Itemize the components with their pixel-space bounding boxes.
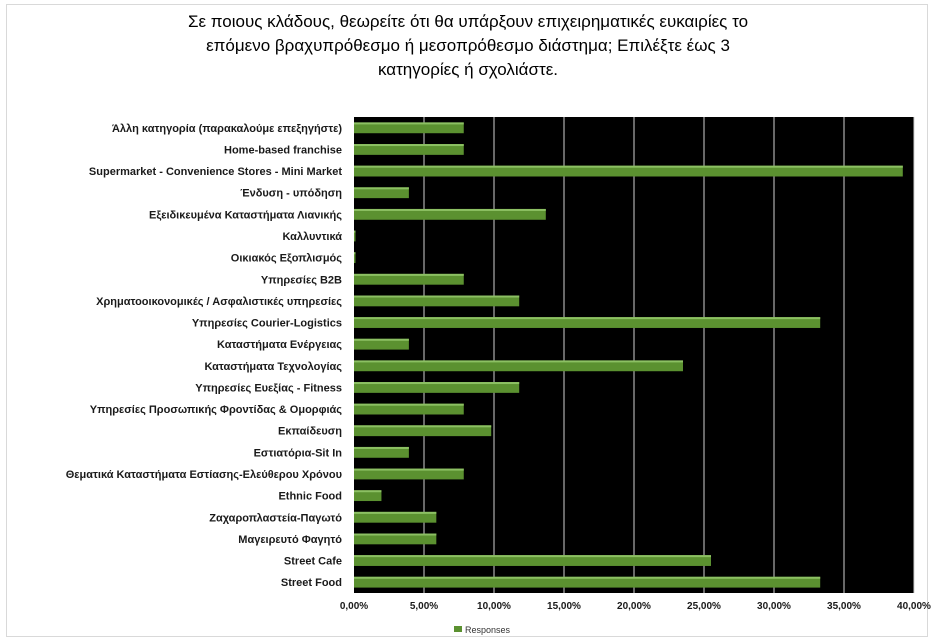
- category-label: Ζαχαροπλαστεία-Παγωτό: [209, 512, 342, 524]
- bar: [354, 446, 409, 458]
- category-label: Καταστήματα Ενέργειας: [217, 339, 342, 351]
- bar: [354, 382, 520, 393]
- x-tick-label: 15,00%: [547, 601, 581, 612]
- bar-highlight: [354, 403, 464, 406]
- bar: [354, 317, 821, 328]
- category-label: Μαγειρευτό Φαγητό: [238, 534, 342, 546]
- bar: [354, 187, 409, 199]
- bar: [354, 360, 683, 372]
- x-tick-label: 25,00%: [687, 601, 721, 612]
- legend-swatch: [454, 626, 462, 632]
- bar: [354, 122, 464, 134]
- bar: [354, 425, 492, 437]
- category-label: Street Food: [281, 577, 342, 589]
- bar-highlight: [354, 511, 437, 514]
- bar-highlight: [354, 576, 821, 579]
- category-label: Ethnic Food: [278, 491, 342, 503]
- bar-highlight: [354, 446, 409, 449]
- bar-highlight: [354, 555, 711, 558]
- chart-title: Σε ποιους κλάδους, θεωρείτε ότι θα υπάρξ…: [100, 10, 836, 82]
- chart-title-line-1: Σε ποιους κλάδους, θεωρείτε ότι θα υπάρξ…: [187, 12, 749, 31]
- bar: [354, 165, 903, 177]
- bar-highlight: [354, 360, 683, 363]
- bar-highlight: [354, 317, 821, 320]
- bar: [354, 490, 382, 502]
- bar-highlight: [354, 165, 903, 168]
- category-label: Ένδυση - υπόδηση: [240, 188, 342, 200]
- bar: [354, 576, 821, 588]
- legend-label: Responses: [465, 625, 511, 635]
- bar: [354, 295, 520, 307]
- x-tick-label: 5,00%: [410, 601, 438, 612]
- bar-highlight: [354, 295, 520, 298]
- category-label: Άλλη κατηγορία (παρακαλούμε επεξηγήστε): [112, 123, 342, 135]
- bar-highlight: [354, 122, 464, 125]
- category-label: Εξειδικευμένα Καταστήματα Λιανικής: [149, 209, 342, 221]
- category-label: Supermarket - Convenience Stores - Mini …: [89, 166, 342, 178]
- bar-highlight: [354, 533, 437, 536]
- bar-highlight: [354, 187, 409, 190]
- chart-title-line-3: κατηγορίες ή σχολιάστε.: [377, 60, 559, 79]
- x-tick-label: 35,00%: [827, 601, 861, 612]
- bar-highlight: [354, 338, 409, 341]
- bar: [354, 468, 464, 480]
- chart-title-line-2: επόμενο βραχυπρόθεσμο ή μεσοπρόθεσμο διά…: [206, 36, 730, 55]
- bar: [354, 208, 546, 220]
- category-label: Υπηρεσίες Courier-Logistics: [192, 318, 342, 330]
- x-tick-label: 10,00%: [477, 601, 511, 612]
- category-label: Εστιατόρια-Sit In: [254, 447, 343, 459]
- category-label: Καλλυντικά: [282, 231, 342, 243]
- bar: [354, 511, 437, 523]
- bar-highlight: [354, 425, 492, 428]
- category-label: Home-based franchise: [224, 144, 342, 156]
- bar-highlight: [354, 230, 356, 233]
- category-label: Υπηρεσίες B2B: [261, 274, 342, 286]
- bar: [354, 273, 464, 285]
- category-label: Θεματικά Καταστήματα Εστίασης-Ελεύθερου …: [66, 469, 342, 481]
- bar-highlight: [354, 252, 356, 255]
- bar: [354, 144, 464, 155]
- x-tick-label: 40,00%: [897, 601, 931, 612]
- bar-highlight: [354, 273, 464, 276]
- category-label: Οικιακός Εξοπλισμός: [231, 253, 343, 265]
- category-label: Καταστήματα Τεχνολογίας: [204, 361, 342, 373]
- category-label: Street Cafe: [284, 556, 342, 568]
- bar-highlight: [354, 490, 382, 493]
- bar-highlight: [354, 144, 464, 147]
- bar: [354, 533, 437, 545]
- bar: [354, 252, 356, 264]
- x-tick-label: 0,00%: [340, 601, 368, 612]
- bar: [354, 555, 711, 566]
- bar-highlight: [354, 208, 546, 211]
- category-label: Υπηρεσίες Προσωπικής Φροντίδας & Ομορφιά…: [90, 404, 343, 416]
- x-tick-label: 20,00%: [617, 601, 651, 612]
- bar: [354, 403, 464, 415]
- bar: [354, 338, 409, 350]
- category-label: Χρηματοοικονομικές / Ασφαλιστικές υπηρεσ…: [96, 296, 342, 308]
- category-label: Υπηρεσίες Ευεξίας - Fitness: [195, 382, 342, 394]
- category-label: Εκπαίδευση: [278, 426, 342, 438]
- bar-highlight: [354, 468, 464, 471]
- x-tick-label: 30,00%: [757, 601, 791, 612]
- bar-highlight: [354, 382, 520, 385]
- bar: [354, 230, 356, 242]
